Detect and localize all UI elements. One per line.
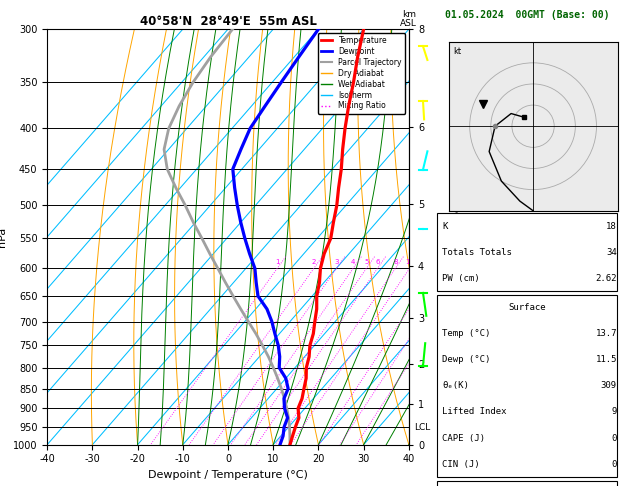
Text: 3: 3	[334, 260, 339, 265]
Text: 5: 5	[364, 260, 369, 265]
Text: Surface: Surface	[508, 303, 545, 312]
Text: CAPE (J): CAPE (J)	[442, 434, 486, 443]
Legend: Temperature, Dewpoint, Parcel Trajectory, Dry Adiabat, Wet Adiabat, Isotherm, Mi: Temperature, Dewpoint, Parcel Trajectory…	[318, 33, 405, 114]
Text: 309: 309	[601, 382, 617, 390]
Text: PW (cm): PW (cm)	[442, 274, 480, 283]
Y-axis label: hPa: hPa	[0, 227, 8, 247]
Text: 18: 18	[606, 222, 617, 230]
Text: 13.7: 13.7	[596, 330, 617, 338]
Text: 11.5: 11.5	[596, 355, 617, 364]
Text: 4: 4	[351, 260, 355, 265]
Text: Lifted Index: Lifted Index	[442, 407, 507, 417]
Text: 01.05.2024  00GMT (Base: 00): 01.05.2024 00GMT (Base: 00)	[445, 10, 609, 20]
Bar	[437, 213, 617, 291]
Text: 10: 10	[405, 260, 414, 265]
Text: 0: 0	[611, 434, 617, 443]
Text: Totals Totals: Totals Totals	[442, 247, 512, 257]
Text: CIN (J): CIN (J)	[442, 460, 480, 469]
Text: Mixing Ratio (g/kg): Mixing Ratio (g/kg)	[452, 194, 460, 280]
Text: km
ASL: km ASL	[401, 10, 417, 28]
Text: 8: 8	[393, 260, 398, 265]
Text: θₑ(K): θₑ(K)	[442, 382, 469, 390]
Text: 0: 0	[611, 460, 617, 469]
X-axis label: Dewpoint / Temperature (°C): Dewpoint / Temperature (°C)	[148, 470, 308, 480]
Text: Dewp (°C): Dewp (°C)	[442, 355, 491, 364]
Text: kt: kt	[453, 47, 461, 56]
Text: 6: 6	[376, 260, 380, 265]
Text: 34: 34	[606, 247, 617, 257]
Bar	[437, 295, 617, 477]
Text: 2: 2	[311, 260, 316, 265]
Text: 2.62: 2.62	[596, 274, 617, 283]
Text: Temp (°C): Temp (°C)	[442, 330, 491, 338]
Text: 9: 9	[611, 407, 617, 417]
Text: 1: 1	[275, 260, 279, 265]
Title: 40°58'N  28°49'E  55m ASL: 40°58'N 28°49'E 55m ASL	[140, 15, 316, 28]
Bar	[437, 481, 617, 486]
Text: LCL: LCL	[415, 422, 431, 432]
Text: K: K	[442, 222, 448, 230]
